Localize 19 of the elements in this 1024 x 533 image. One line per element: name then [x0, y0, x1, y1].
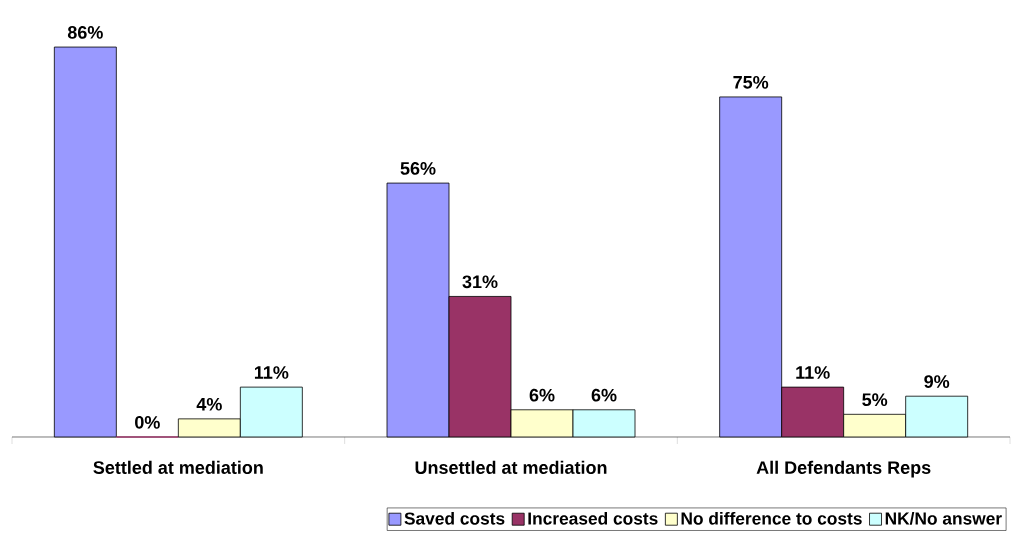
legend-label: NK/No answer	[885, 511, 1002, 525]
legend-label: No difference to costs	[681, 511, 862, 525]
data-label: 5%	[862, 393, 888, 407]
data-label: 4%	[196, 397, 222, 411]
data-label: 56%	[400, 162, 436, 175]
data-label: 75%	[733, 75, 769, 89]
x-tick-label: Unsettled at mediation	[415, 460, 607, 474]
data-label: 86%	[67, 26, 103, 39]
x-tick-label: Settled at mediation	[93, 460, 263, 474]
x-tick-label: All Defendants Reps	[756, 460, 931, 478]
data-label: 9%	[924, 375, 950, 388]
legend-label: Increased costs	[528, 511, 658, 525]
data-label: 31%	[462, 275, 498, 289]
data-label: 11%	[796, 366, 830, 379]
data-label: 6%	[591, 388, 617, 402]
data-label: 6%	[529, 388, 555, 402]
data-label: 11%	[254, 366, 289, 379]
legend-label: Saved costs	[404, 511, 505, 525]
data-label: 0%	[135, 415, 160, 429]
